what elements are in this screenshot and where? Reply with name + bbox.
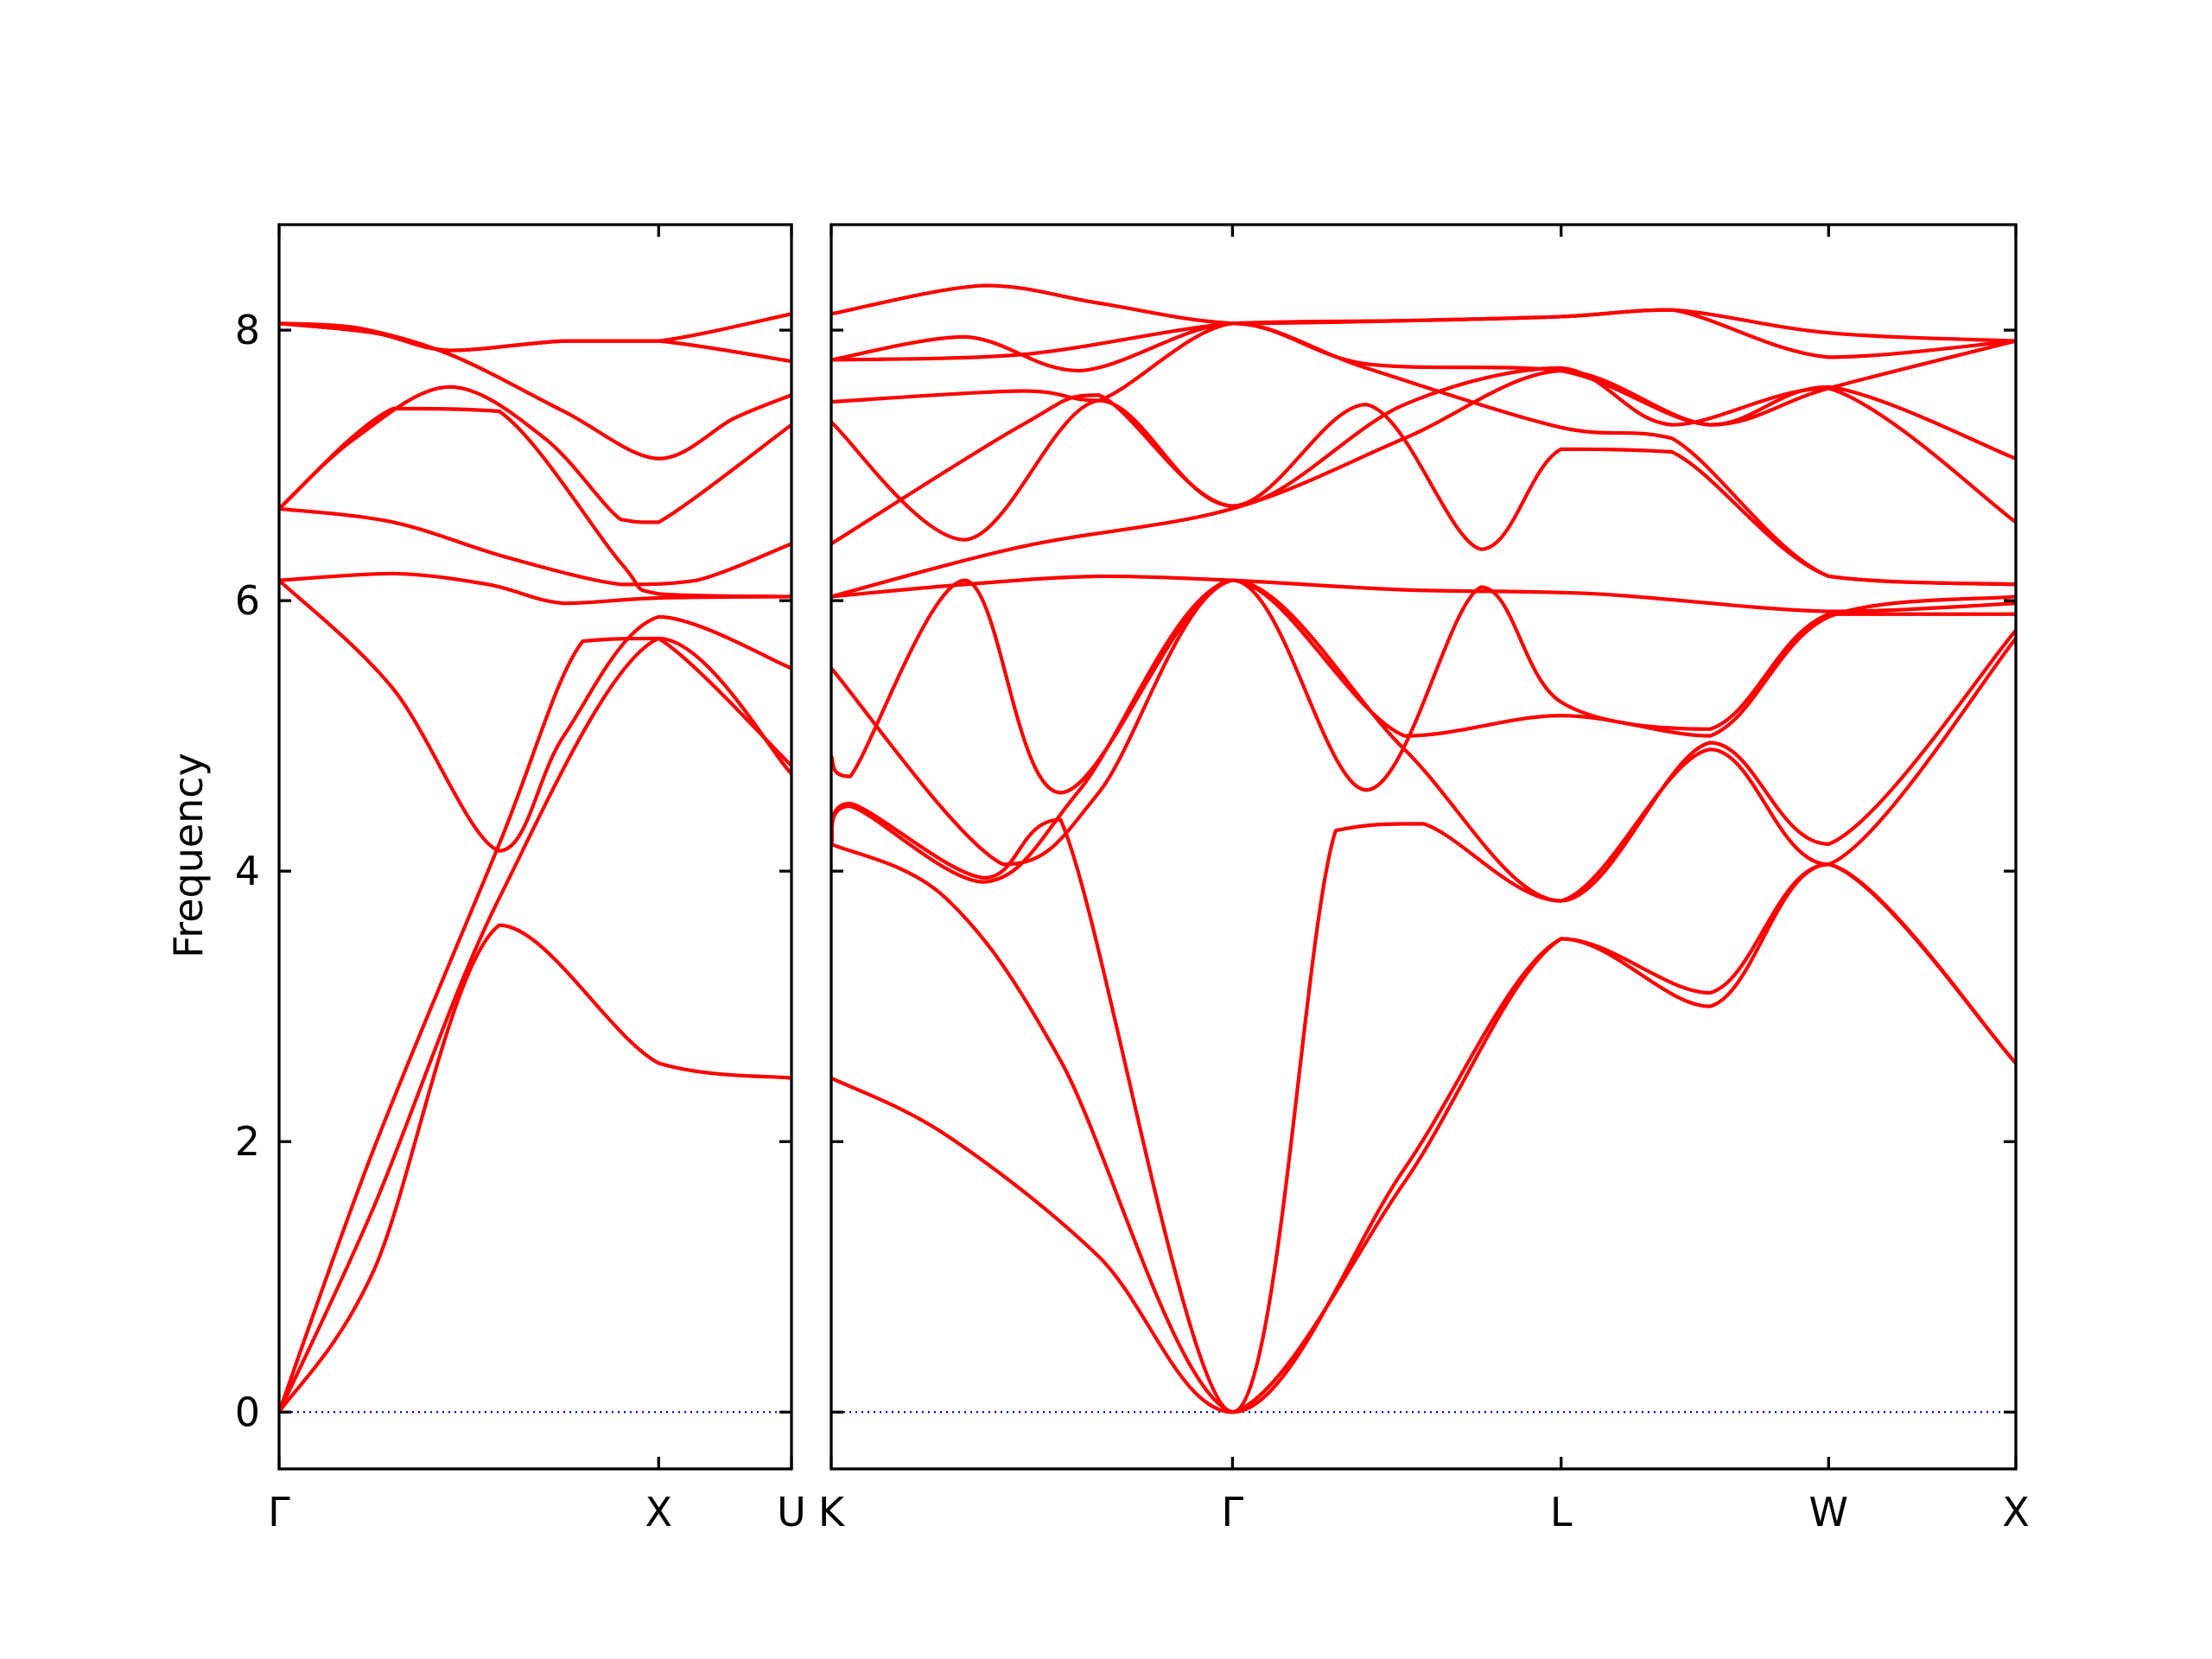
right-bands	[831, 283, 2016, 1414]
left-band-1	[279, 923, 791, 1414]
left-band-9	[279, 321, 791, 461]
y-tick-label: 2	[235, 1118, 260, 1165]
left-band-11	[279, 321, 791, 364]
left-bands	[279, 312, 791, 1414]
right-x-tick-label-3: L	[1550, 1489, 1573, 1535]
y-tick-label: 8	[235, 307, 260, 353]
left-x-tick-label-1: Γ	[268, 1489, 290, 1535]
right-x-tick-label-2: Γ	[1222, 1489, 1244, 1535]
left-band-2	[279, 636, 791, 1414]
right-band-5	[831, 578, 2016, 795]
right-x-tick-label-1: K	[818, 1489, 846, 1535]
y-tick-label: 4	[235, 848, 260, 894]
left-panel: 0 2 4 6 8 Γ X U	[235, 223, 806, 1535]
left-band-5	[279, 571, 791, 606]
right-band-4	[831, 578, 2016, 903]
y-axis-label: Frequency	[165, 753, 212, 958]
left-x-tick-label-3: U	[777, 1489, 806, 1535]
right-band-3	[831, 636, 2016, 1414]
right-band-11	[831, 321, 2016, 587]
right-band-2	[831, 842, 2016, 1414]
left-band-3	[279, 636, 791, 1414]
left-band-8	[279, 385, 791, 524]
right-band-14	[831, 283, 2016, 343]
left-band-7	[279, 406, 791, 599]
y-tick-label: 6	[235, 577, 260, 624]
right-x-tick-label-4: W	[1809, 1489, 1848, 1535]
left-frame	[277, 223, 793, 1471]
right-x-tick-label-5: X	[2002, 1489, 2030, 1535]
y-tick-label: 0	[235, 1389, 260, 1435]
right-band-7	[831, 574, 2016, 613]
left-band-4	[279, 578, 791, 853]
right-frame	[830, 223, 2018, 1471]
left-x-tick-label-2: X	[645, 1489, 673, 1535]
right-band-8	[831, 339, 2016, 599]
left-band-6	[279, 506, 791, 587]
right-band-12	[831, 321, 2016, 461]
right-band-6	[831, 578, 2016, 867]
right-band-9	[831, 393, 2016, 587]
